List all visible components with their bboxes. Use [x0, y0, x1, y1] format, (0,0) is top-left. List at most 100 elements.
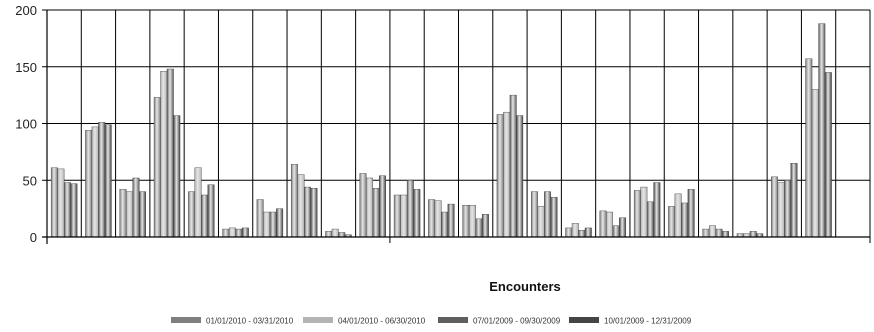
bar-series-1-cat-11	[393, 194, 401, 238]
y-tick-label: 200	[15, 3, 37, 18]
bar-series-4-cat-14	[516, 115, 524, 238]
bar-series-2-cat-23	[811, 89, 819, 238]
bar-series-4-cat-2	[104, 124, 112, 238]
x-axis-title: Encounters	[489, 279, 561, 294]
bar-series-2-cat-5	[194, 167, 202, 238]
bar-series-3-cat-16	[578, 229, 586, 238]
legend-swatch	[569, 317, 599, 323]
bar-series-1-cat-4	[153, 97, 161, 238]
bar-series-1-cat-1	[50, 167, 58, 238]
bar-series-3-cat-15	[544, 191, 551, 238]
bar-series-2-cat-22	[777, 182, 785, 238]
bar-series-3-cat-13	[475, 218, 483, 238]
bar-series-3-cat-20	[715, 228, 723, 238]
y-tick-label: 50	[23, 173, 37, 188]
bar-series-1-cat-14	[496, 114, 504, 238]
bar-series-1-cat-3	[119, 189, 127, 238]
bar-series-2-cat-11	[400, 194, 408, 238]
bar-series-3-cat-23	[818, 23, 826, 238]
bar-series-1-cat-16	[565, 227, 573, 238]
bar-series-3-cat-14	[509, 94, 517, 238]
bar-series-4-cat-23	[824, 72, 832, 238]
bar-series-3-cat-9	[338, 232, 346, 238]
bar-series-1-cat-23	[805, 58, 813, 238]
legend-label: 01/01/2010 - 03/31/2010	[206, 317, 294, 326]
bar-series-3-cat-10	[372, 187, 380, 238]
bar-series-4-cat-11	[413, 189, 421, 238]
bar-series-4-cat-8	[310, 187, 318, 238]
bar-series-2-cat-20	[708, 225, 716, 238]
bar-series-3-cat-1	[63, 182, 71, 238]
bar-series-2-cat-19	[674, 193, 682, 238]
y-tick-label: 150	[15, 60, 37, 75]
bar-series-1-cat-8	[290, 164, 298, 238]
bar-series-1-cat-12	[428, 199, 436, 238]
bar-series-3-cat-8	[303, 186, 311, 238]
grid-lines	[47, 9, 871, 237]
bar-series-4-cat-17	[619, 217, 627, 238]
bar-series-2-cat-17	[606, 211, 614, 238]
bar-series-2-cat-9	[331, 228, 339, 238]
bar-series-4-cat-6	[241, 227, 249, 238]
y-tick-label: 0	[30, 230, 37, 245]
y-tick-label: 100	[15, 117, 37, 132]
bar-series-2-cat-10	[366, 177, 373, 238]
bar-series-2-cat-2	[91, 126, 99, 238]
bar-series-1-cat-19	[668, 206, 676, 238]
legend-item: 10/01/2009 - 12/31/2009	[569, 317, 692, 326]
legend: 01/01/2010 - 03/31/2010 04/01/2010 - 06/3…	[171, 317, 692, 326]
bar-series-3-cat-2	[98, 122, 106, 238]
bar-series-4-cat-15	[550, 197, 558, 238]
bar-series-3-cat-22	[784, 180, 791, 238]
bar-series-3-cat-21	[749, 231, 757, 238]
bar-series-3-cat-5	[201, 194, 209, 238]
legend-item: 04/01/2010 - 06/30/2010	[303, 317, 426, 326]
bar-series-2-cat-18	[640, 186, 648, 238]
bar-series-2-cat-13	[468, 205, 476, 238]
bar-series-2-cat-8	[297, 174, 305, 238]
bar-series-4-cat-10	[379, 175, 386, 238]
bar-series-3-cat-4	[166, 68, 174, 238]
axes	[42, 9, 871, 244]
bar-series-1-cat-15	[531, 191, 538, 238]
bar-series-3-cat-17	[612, 225, 620, 238]
bar-series-1-cat-22	[771, 176, 778, 238]
bar-series-3-cat-12	[441, 211, 449, 238]
bar-series-1-cat-9	[325, 231, 333, 238]
bar-series-4-cat-1	[70, 183, 78, 238]
bar-series-1-cat-6	[222, 228, 230, 238]
bar-series-2-cat-16	[571, 223, 579, 238]
bar-series-3-cat-7	[269, 211, 277, 238]
bar-series-4-cat-20	[721, 231, 729, 238]
bar-series-4-cat-12	[447, 203, 455, 238]
bar-series-2-cat-4	[160, 71, 168, 238]
bar-series-1-cat-17	[599, 210, 607, 238]
bar-series-3-cat-3	[132, 177, 140, 238]
legend-label: 10/01/2009 - 12/31/2009	[604, 317, 692, 326]
bar-series-2-cat-7	[263, 211, 271, 238]
bar-series-1-cat-5	[188, 191, 196, 238]
legend-label: 04/01/2010 - 06/30/2010	[338, 317, 426, 326]
legend-swatch	[303, 317, 333, 323]
bar-series-4-cat-18	[653, 182, 661, 238]
bar-series-1-cat-13	[462, 205, 470, 238]
bar-series-1-cat-18	[633, 190, 641, 238]
bar-series-3-cat-19	[681, 202, 689, 238]
bar-series-3-cat-6	[235, 228, 243, 238]
bar-series-1-cat-7	[256, 199, 264, 238]
bar-series-4-cat-19	[687, 189, 695, 238]
bar-series-3-cat-18	[646, 201, 654, 238]
bar-series-4-cat-4	[173, 115, 181, 238]
bars	[50, 23, 832, 238]
bar-series-4-cat-7	[276, 208, 284, 238]
bar-series-4-cat-13	[481, 214, 489, 238]
bar-series-2-cat-14	[503, 111, 511, 238]
bar-series-4-cat-5	[207, 184, 215, 238]
bar-series-1-cat-20	[702, 228, 710, 238]
legend-swatch	[438, 317, 468, 323]
bar-series-2-cat-12	[434, 200, 442, 238]
legend-item: 01/01/2010 - 03/31/2010	[171, 317, 294, 326]
legend-swatch	[171, 317, 201, 323]
bar-series-4-cat-16	[584, 227, 592, 238]
